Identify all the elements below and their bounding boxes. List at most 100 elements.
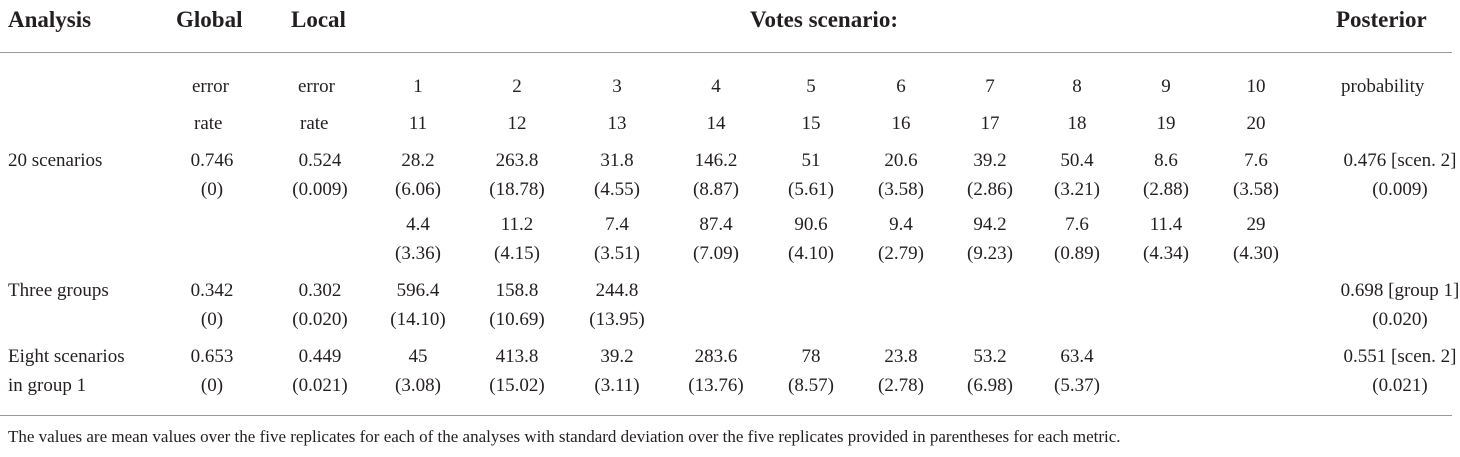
vote-cell: (4.34) <box>1143 243 1189 264</box>
vote-cell: (3.51) <box>594 243 640 264</box>
local-error-cell: 0.524 <box>298 150 342 171</box>
posterior-cell: 0.476 [scen. 2] <box>1343 150 1457 171</box>
vote-cell: (3.11) <box>594 375 640 396</box>
vote-cell: 78 <box>801 346 821 367</box>
scenario-number: 12 <box>507 113 527 134</box>
scenario-number: 9 <box>1161 76 1171 97</box>
header-local: Local <box>291 7 346 32</box>
global-error-cell: 0.746 <box>190 150 234 171</box>
table-footnote: The values are mean values over the five… <box>8 427 1121 446</box>
vote-cell: (13.95) <box>589 309 645 330</box>
vote-cell: 7.6 <box>1065 214 1089 235</box>
vote-cell: (3.21) <box>1054 179 1100 200</box>
row-label: in group 1 <box>8 375 87 396</box>
row-label: 20 scenarios <box>8 150 103 171</box>
scenario-number: 5 <box>806 76 816 97</box>
vote-cell: (10.69) <box>489 309 545 330</box>
row-label: Eight scenarios <box>8 346 125 367</box>
header-global: Global <box>176 7 243 32</box>
vote-cell: 7.4 <box>605 214 629 235</box>
global-error-cell: 0.653 <box>190 346 234 367</box>
vote-cell: 7.6 <box>1244 150 1268 171</box>
scenario-number: 6 <box>896 76 906 97</box>
local-subheader-2: rate <box>300 113 329 134</box>
header-posterior: Posterior <box>1336 7 1427 32</box>
vote-cell: (6.06) <box>395 179 441 200</box>
vote-cell: (4.15) <box>494 243 540 264</box>
vote-cell: 51 <box>801 150 821 171</box>
vote-cell: 158.8 <box>495 280 539 301</box>
vote-cell: (15.02) <box>489 375 545 396</box>
scenario-number: 13 <box>607 113 627 134</box>
scenario-number: 4 <box>711 76 721 97</box>
vote-cell: (2.78) <box>878 375 924 396</box>
row-label: Three groups <box>8 280 109 301</box>
vote-cell: (2.79) <box>878 243 924 264</box>
global-subheader-1: error <box>192 76 229 97</box>
vote-cell: 39.2 <box>973 150 1007 171</box>
vote-cell: (3.58) <box>878 179 924 200</box>
vote-cell: 45 <box>408 346 428 367</box>
header-rule <box>0 52 1452 53</box>
vote-cell: 23.8 <box>884 346 918 367</box>
scenario-number: 18 <box>1067 113 1087 134</box>
global-error-cell: (0) <box>200 309 224 330</box>
vote-cell: (3.36) <box>395 243 441 264</box>
vote-cell: (4.30) <box>1233 243 1279 264</box>
posterior-cell: (0.021) <box>1372 375 1428 396</box>
posterior-subheader: probability <box>1341 76 1425 97</box>
vote-cell: 20.6 <box>884 150 918 171</box>
scenario-number: 17 <box>980 113 1000 134</box>
vote-cell: 50.4 <box>1060 150 1094 171</box>
vote-cell: 87.4 <box>699 214 733 235</box>
vote-cell: 53.2 <box>973 346 1007 367</box>
vote-cell: (4.10) <box>788 243 834 264</box>
vote-cell: (4.55) <box>594 179 640 200</box>
local-subheader-1: error <box>298 76 335 97</box>
scenario-number: 14 <box>706 113 726 134</box>
vote-cell: (18.78) <box>489 179 545 200</box>
posterior-cell: (0.009) <box>1372 179 1428 200</box>
global-error-cell: (0) <box>200 179 224 200</box>
scenario-number: 11 <box>408 113 428 134</box>
vote-cell: 413.8 <box>495 346 539 367</box>
scenario-number: 20 <box>1246 113 1266 134</box>
scenario-number: 7 <box>985 76 995 97</box>
scenario-number: 2 <box>512 76 522 97</box>
local-error-cell: 0.449 <box>298 346 342 367</box>
vote-cell: 263.8 <box>495 150 539 171</box>
vote-cell: 9.4 <box>889 214 913 235</box>
scenario-number: 16 <box>891 113 911 134</box>
local-error-cell: (0.021) <box>292 375 348 396</box>
scenario-number: 3 <box>612 76 622 97</box>
header-analysis: Analysis <box>8 7 92 32</box>
vote-cell: (3.58) <box>1233 179 1279 200</box>
scenario-number: 10 <box>1246 76 1266 97</box>
vote-cell: 146.2 <box>694 150 738 171</box>
vote-cell: 11.4 <box>1149 214 1183 235</box>
vote-cell: 31.8 <box>600 150 634 171</box>
vote-cell: (8.57) <box>788 375 834 396</box>
posterior-cell: (0.020) <box>1372 309 1428 330</box>
global-error-cell: 0.342 <box>190 280 234 301</box>
posterior-cell: 0.551 [scen. 2] <box>1343 346 1457 367</box>
vote-cell: (2.86) <box>967 179 1013 200</box>
vote-cell: 8.6 <box>1154 150 1178 171</box>
vote-cell: (13.76) <box>688 375 744 396</box>
vote-cell: 90.6 <box>794 214 828 235</box>
vote-cell: (7.09) <box>693 243 739 264</box>
scenario-number: 15 <box>801 113 821 134</box>
vote-cell: 596.4 <box>396 280 440 301</box>
vote-cell: 11.2 <box>500 214 534 235</box>
vote-cell: 39.2 <box>600 346 634 367</box>
vote-cell: (5.37) <box>1054 375 1100 396</box>
vote-cell: (2.88) <box>1143 179 1189 200</box>
vote-cell: (14.10) <box>390 309 446 330</box>
vote-cell: (6.98) <box>967 375 1013 396</box>
vote-cell: 94.2 <box>973 214 1007 235</box>
vote-cell: 283.6 <box>694 346 738 367</box>
vote-cell: (9.23) <box>967 243 1013 264</box>
scenario-number: 1 <box>413 76 423 97</box>
local-error-cell: (0.009) <box>292 179 348 200</box>
vote-cell: (8.87) <box>693 179 739 200</box>
